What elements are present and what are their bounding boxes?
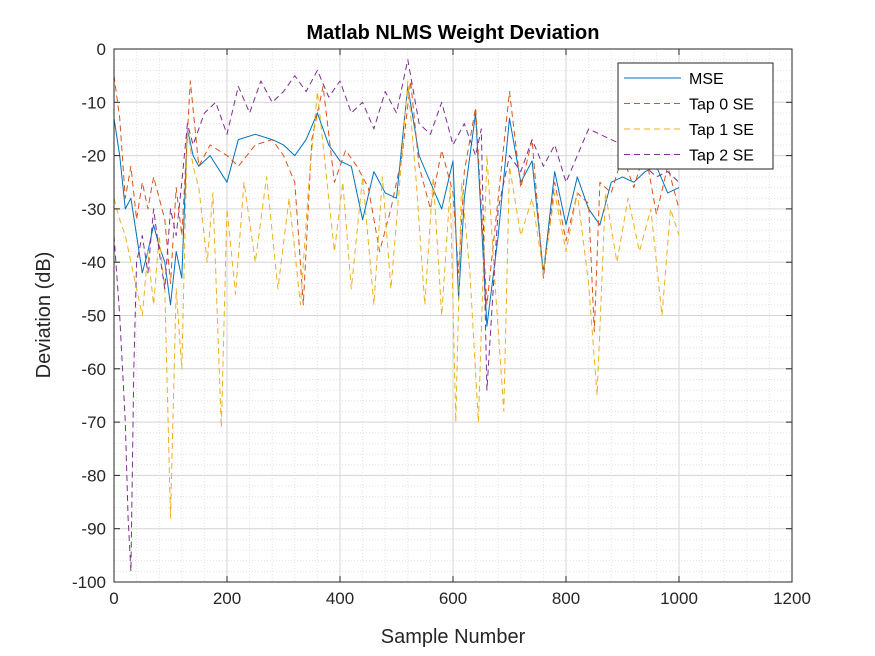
y-tick-label: -30 [81, 200, 106, 219]
legend: MSE Tap 0 SE Tap 1 SE Tap 2 SE [617, 62, 774, 170]
series-line-mse [113, 85, 680, 327]
y-tick-label: -60 [81, 360, 106, 379]
series-layer [113, 59, 680, 572]
y-tick-label: -50 [81, 307, 106, 326]
y-tick-label: -70 [81, 413, 106, 432]
y-tick-label: -10 [81, 93, 106, 112]
tick-labels: 0 200 400 600 800 1000 1200 0 -10 -20 -30 -40 -50 -60… [72, 40, 811, 608]
legend-box [617, 62, 774, 170]
y-tick-label: -40 [81, 253, 106, 272]
axis-ticks [113, 48, 793, 583]
series-line-tap-1-se [113, 80, 680, 519]
legend-label-tap-0-se: Tap 0 SE [689, 97, 754, 114]
x-axis-label: Sample Number [381, 626, 526, 648]
x-tick-label: 600 [439, 589, 467, 608]
chart-title: Matlab NLMS Weight Deviation [307, 22, 600, 44]
series-line-tap-0-se [113, 75, 680, 332]
x-tick-label: 0 [109, 589, 118, 608]
y-tick-label: -20 [81, 147, 106, 166]
y-tick-label: -80 [81, 466, 106, 485]
x-tick-label: 800 [552, 589, 580, 608]
x-tick-label: 1200 [773, 589, 811, 608]
legend-label-mse: MSE [689, 71, 724, 88]
legend-label-tap-1-se: Tap 1 SE [689, 122, 754, 139]
x-tick-label: 1000 [660, 589, 698, 608]
y-tick-label: 0 [97, 40, 106, 59]
x-tick-label: 400 [326, 589, 354, 608]
y-axis-label: Deviation (dB) [33, 252, 55, 379]
legend-label-tap-2-se: Tap 2 SE [689, 148, 754, 165]
y-tick-label: -90 [81, 520, 106, 539]
x-tick-label: 200 [213, 589, 241, 608]
y-tick-label: -100 [72, 573, 106, 592]
